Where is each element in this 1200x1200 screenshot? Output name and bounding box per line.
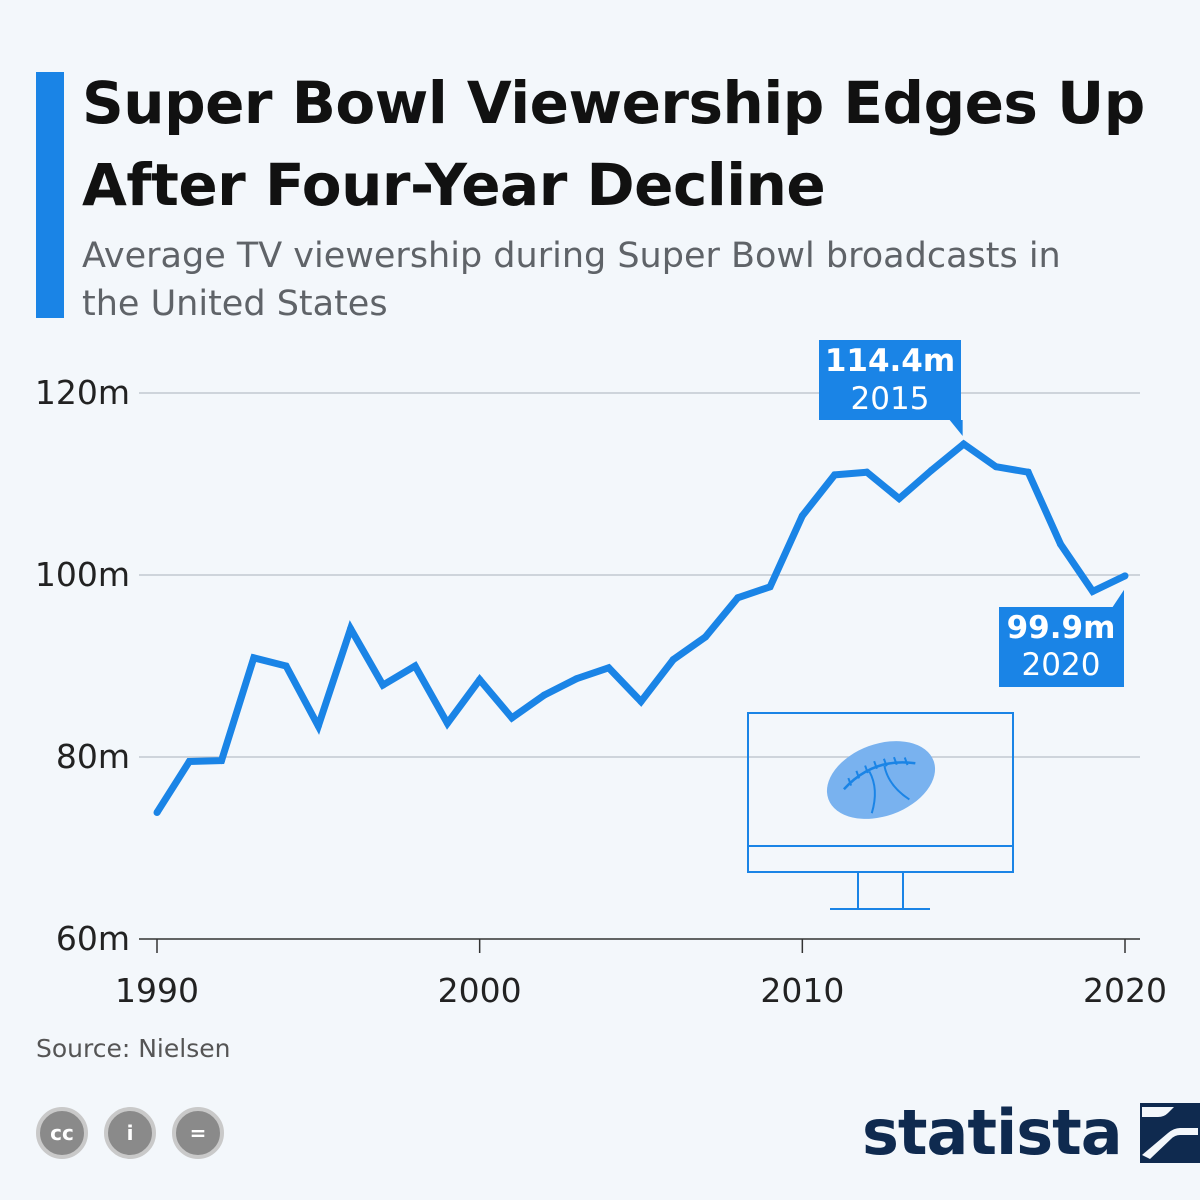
data-point-2007 <box>702 633 710 641</box>
data-point-2001 <box>508 714 516 722</box>
callout-latest-box <box>999 607 1124 687</box>
data-point-2002 <box>540 691 548 699</box>
callout-peak-box <box>819 340 961 420</box>
callout-peak-value: 114.4m <box>825 343 955 379</box>
data-point-2014 <box>927 466 935 474</box>
chart-subtitle: Average TV viewership during Super Bowl … <box>82 236 1061 324</box>
data-point-1993 <box>250 654 258 662</box>
creative-commons-icon[interactable]: cc <box>36 1107 88 1159</box>
x-tick-label: 2000 <box>438 971 522 1010</box>
data-point-2013 <box>895 495 903 503</box>
data-point-1998 <box>411 662 419 670</box>
license-icons: cc i = <box>36 1107 224 1159</box>
data-point-1999 <box>443 719 451 727</box>
x-tick-label: 1990 <box>115 971 199 1010</box>
data-point-2019 <box>1089 587 1097 595</box>
data-point-2005 <box>637 697 645 705</box>
data-point-2016 <box>992 463 1000 471</box>
data-point-2006 <box>669 656 677 664</box>
y-tick-label: 80m <box>56 737 130 776</box>
y-axis-ticks: 120m 100m 80m 60m <box>35 373 130 958</box>
data-point-1990 <box>153 809 161 817</box>
callout-peak-year: 2015 <box>851 381 930 417</box>
data-point-1994 <box>282 662 290 670</box>
data-point-2020 <box>1121 572 1129 580</box>
source-note: Source: Nielsen <box>36 1034 231 1063</box>
data-point-2017 <box>1024 468 1032 476</box>
brand-logo[interactable]: statista <box>862 1098 1200 1168</box>
data-point-2015 <box>960 440 968 448</box>
no-derivatives-icon[interactable]: = <box>172 1107 224 1159</box>
x-axis-ticks: 1990 2000 2010 2020 <box>115 939 1167 1010</box>
y-tick-label: 60m <box>56 919 130 958</box>
data-point-2004 <box>605 664 613 672</box>
y-tick-label: 120m <box>35 373 130 412</box>
data-point-2018 <box>1056 540 1064 548</box>
data-point-1996 <box>347 625 355 633</box>
x-tick-label: 2020 <box>1083 971 1167 1010</box>
data-point-2008 <box>734 594 742 602</box>
x-tick-label: 2010 <box>760 971 844 1010</box>
data-point-2003 <box>572 675 580 683</box>
callout-latest-value: 99.9m <box>1007 610 1116 646</box>
chart-title: Super Bowl Viewership Edges Up After Fou… <box>82 69 1145 219</box>
attribution-icon[interactable]: i <box>104 1107 156 1159</box>
statista-logo-icon <box>1139 1103 1200 1163</box>
callout-peak-pointer <box>949 420 963 436</box>
gridlines <box>139 392 1140 940</box>
data-point-2000 <box>476 676 484 684</box>
callout-latest-pointer <box>1104 589 1124 620</box>
callout-latest: 99.9m 2020 <box>999 589 1124 687</box>
data-point-2010 <box>798 512 806 520</box>
data-points <box>153 440 1129 817</box>
line-chart: 120m 100m 80m 60m 1990 2000 2010 2020 <box>35 340 1167 1010</box>
brand-wordmark: statista <box>862 1096 1123 1169</box>
callout-latest-year: 2020 <box>1022 647 1101 683</box>
data-point-1997 <box>379 681 387 689</box>
data-point-1991 <box>185 758 193 766</box>
data-point-1995 <box>314 722 322 730</box>
tv-football-icon <box>747 712 1014 910</box>
data-point-2012 <box>863 468 871 476</box>
title-accent-bar <box>36 72 64 318</box>
data-point-2011 <box>831 471 839 479</box>
data-point-2009 <box>766 583 774 591</box>
callout-peak: 114.4m 2015 <box>819 340 963 436</box>
y-tick-label: 100m <box>35 555 130 594</box>
data-point-1992 <box>218 757 226 765</box>
